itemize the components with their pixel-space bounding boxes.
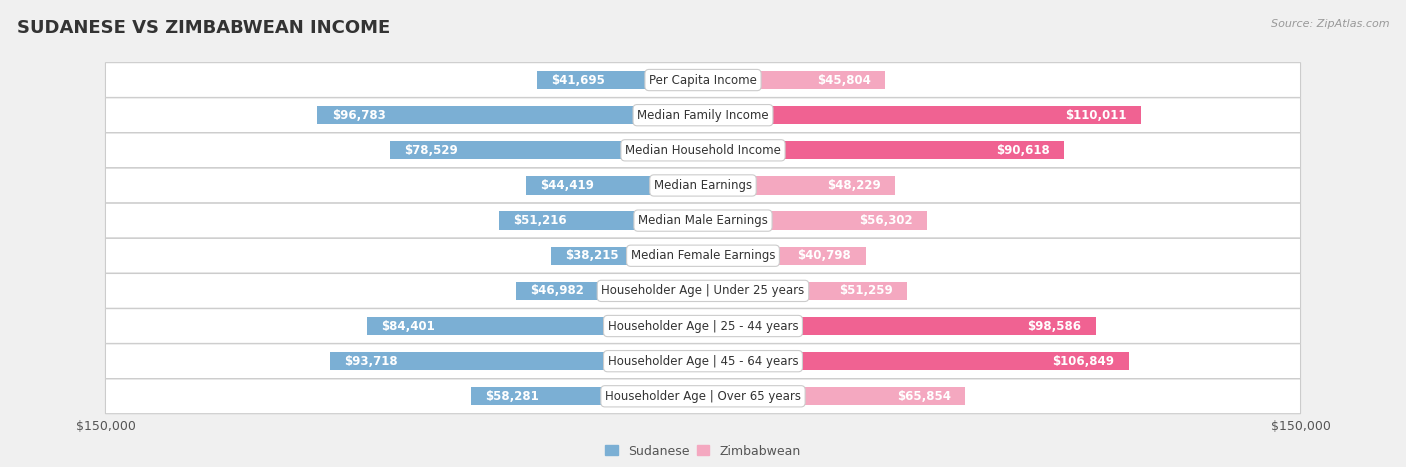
Text: $46,982: $46,982: [530, 284, 583, 297]
Text: $110,011: $110,011: [1066, 109, 1126, 122]
Bar: [703, 106, 1142, 124]
Bar: [516, 282, 703, 300]
Bar: [318, 106, 703, 124]
FancyBboxPatch shape: [105, 133, 1301, 168]
Text: Median Male Earnings: Median Male Earnings: [638, 214, 768, 227]
FancyBboxPatch shape: [105, 379, 1301, 414]
Bar: [703, 352, 1129, 370]
Text: $93,718: $93,718: [344, 354, 398, 368]
Text: $41,695: $41,695: [551, 73, 605, 86]
Text: Householder Age | Over 65 years: Householder Age | Over 65 years: [605, 390, 801, 403]
Bar: [703, 282, 907, 300]
Text: $90,618: $90,618: [995, 144, 1050, 157]
Bar: [703, 71, 886, 89]
Bar: [703, 141, 1064, 159]
Text: $51,259: $51,259: [839, 284, 893, 297]
Text: Median Female Earnings: Median Female Earnings: [631, 249, 775, 262]
Bar: [391, 141, 703, 159]
Text: $84,401: $84,401: [381, 319, 434, 333]
Bar: [703, 212, 928, 230]
Text: $56,302: $56,302: [859, 214, 912, 227]
Bar: [703, 177, 896, 195]
Text: $40,798: $40,798: [797, 249, 851, 262]
Text: Householder Age | Under 25 years: Householder Age | Under 25 years: [602, 284, 804, 297]
Text: $38,215: $38,215: [565, 249, 619, 262]
Text: Householder Age | 25 - 44 years: Householder Age | 25 - 44 years: [607, 319, 799, 333]
Text: Median Family Income: Median Family Income: [637, 109, 769, 122]
Text: $48,229: $48,229: [827, 179, 880, 192]
Bar: [551, 247, 703, 265]
Text: $51,216: $51,216: [513, 214, 567, 227]
Bar: [499, 212, 703, 230]
Text: Source: ZipAtlas.com: Source: ZipAtlas.com: [1271, 19, 1389, 28]
FancyBboxPatch shape: [105, 344, 1301, 379]
Bar: [703, 247, 866, 265]
Text: $44,419: $44,419: [540, 179, 595, 192]
Bar: [367, 317, 703, 335]
Bar: [329, 352, 703, 370]
Legend: Sudanese, Zimbabwean: Sudanese, Zimbabwean: [600, 439, 806, 463]
Bar: [703, 317, 1095, 335]
Text: $106,849: $106,849: [1052, 354, 1115, 368]
Text: $96,783: $96,783: [332, 109, 385, 122]
Bar: [471, 387, 703, 405]
Bar: [526, 177, 703, 195]
FancyBboxPatch shape: [105, 309, 1301, 343]
Bar: [703, 387, 966, 405]
FancyBboxPatch shape: [105, 274, 1301, 308]
Text: Median Earnings: Median Earnings: [654, 179, 752, 192]
Text: Householder Age | 45 - 64 years: Householder Age | 45 - 64 years: [607, 354, 799, 368]
Text: Per Capita Income: Per Capita Income: [650, 73, 756, 86]
FancyBboxPatch shape: [105, 98, 1301, 133]
Text: $98,586: $98,586: [1028, 319, 1081, 333]
FancyBboxPatch shape: [105, 238, 1301, 273]
Text: Median Household Income: Median Household Income: [626, 144, 780, 157]
Text: $58,281: $58,281: [485, 390, 538, 403]
Bar: [537, 71, 703, 89]
Text: $45,804: $45,804: [817, 73, 872, 86]
Text: $78,529: $78,529: [405, 144, 458, 157]
FancyBboxPatch shape: [105, 63, 1301, 98]
FancyBboxPatch shape: [105, 203, 1301, 238]
Text: $65,854: $65,854: [897, 390, 950, 403]
Text: SUDANESE VS ZIMBABWEAN INCOME: SUDANESE VS ZIMBABWEAN INCOME: [17, 19, 389, 37]
FancyBboxPatch shape: [105, 168, 1301, 203]
